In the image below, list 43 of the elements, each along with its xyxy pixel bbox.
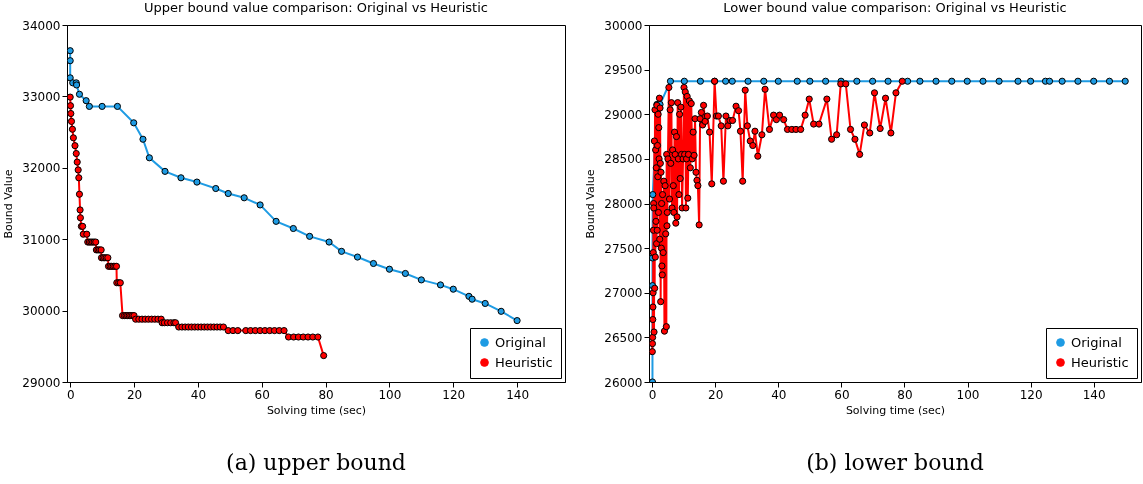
x-tick-label: 0 <box>66 387 75 402</box>
y-tick-label: 33000 <box>22 89 61 104</box>
y-tick-label: 27000 <box>604 286 643 301</box>
x-axis-title: Solving time (sec) <box>845 403 946 417</box>
x-tick-label: 120 <box>442 387 466 402</box>
y-tick-label: 26000 <box>604 375 643 390</box>
y-tick-label: 28000 <box>604 197 643 211</box>
y-axis-title: Bound Value <box>584 169 598 239</box>
x-tick-label: 60 <box>254 387 270 402</box>
chart-title: Lower bound value comparison: Original vs Heuristic <box>723 0 1067 15</box>
legend-label: Heuristic <box>495 354 553 370</box>
y-tick-label: 30000 <box>604 18 643 33</box>
y-tick-label: 27500 <box>604 241 643 256</box>
x-tick-label: 140 <box>506 387 530 402</box>
x-tick-label: 20 <box>708 387 724 402</box>
x-tick-label: 100 <box>378 387 402 402</box>
y-tick-label: 34000 <box>22 18 61 33</box>
text: (a) upper bound <box>225 450 407 475</box>
legend-label: Original <box>1071 334 1122 350</box>
x-tick-label: 0 <box>648 387 657 402</box>
y-tick-label: 30000 <box>22 304 61 319</box>
legend-label: Heuristic <box>1071 354 1129 370</box>
x-tick-label: 100 <box>956 387 980 402</box>
text: (b) lower bound <box>805 450 985 475</box>
x-tick-label: 40 <box>771 387 787 402</box>
legend-label: Original <box>495 334 546 350</box>
x-tick-label: 20 <box>126 387 143 402</box>
y-tick-label: 29000 <box>22 375 61 390</box>
y-tick-label: 26500 <box>604 330 643 345</box>
x-tick-label: 80 <box>318 387 334 402</box>
x-axis-title: Solving time (sec) <box>266 403 367 417</box>
y-tick-label: 31000 <box>22 232 61 247</box>
y-tick-label: 28500 <box>604 152 643 167</box>
y-tick-label: 29500 <box>604 63 643 78</box>
y-axis-title: Bound Value <box>2 169 16 239</box>
x-tick-label: 40 <box>190 387 207 402</box>
y-tick-label: 32000 <box>22 161 61 176</box>
x-tick-label: 80 <box>897 387 913 402</box>
x-tick-label: 120 <box>1019 387 1043 402</box>
y-tick-label: 29000 <box>604 107 643 122</box>
x-tick-label: 140 <box>1082 387 1106 402</box>
chart-title: Upper bound value comparison: Original vs Heuristic <box>144 0 488 15</box>
x-tick-label: 60 <box>834 387 850 402</box>
